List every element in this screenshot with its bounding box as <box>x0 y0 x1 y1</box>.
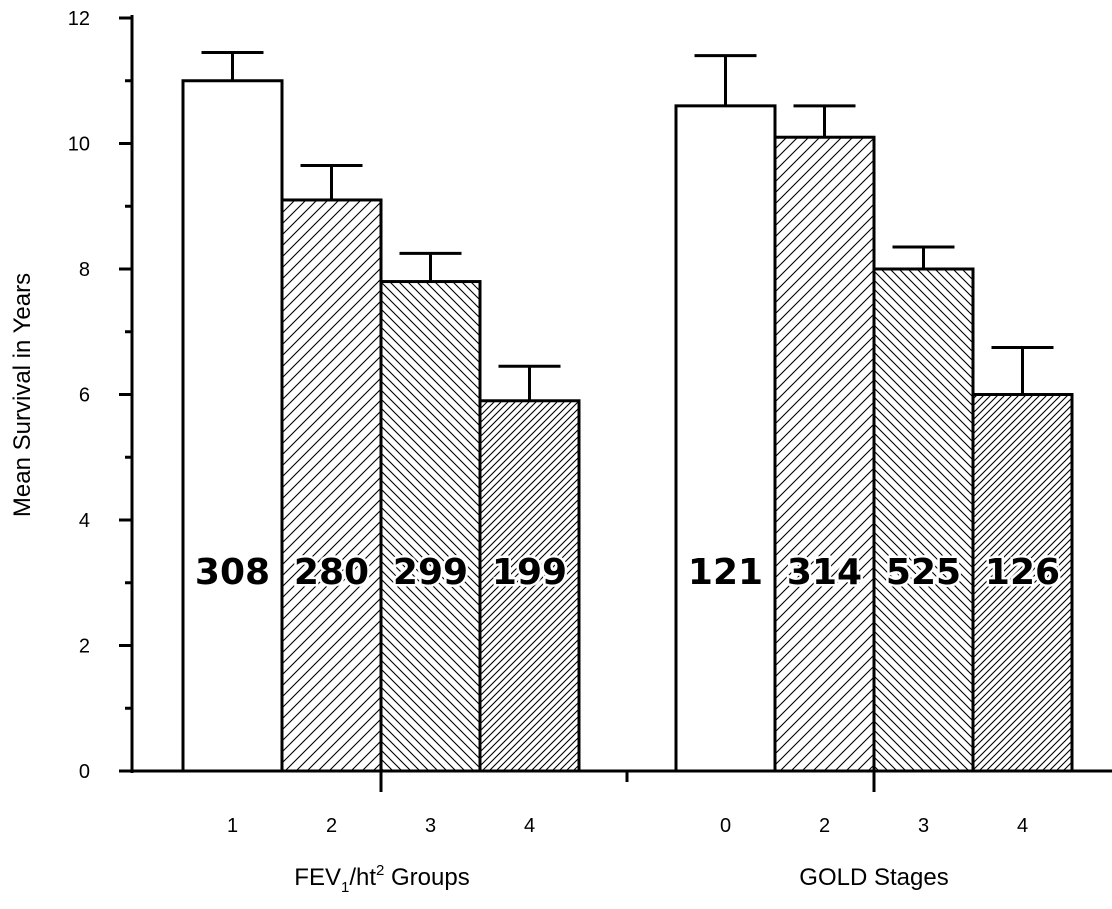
bar-group2-2 <box>773 135 876 773</box>
y-tick-label: 4 <box>79 510 90 532</box>
x-tick-label: 3 <box>918 815 929 837</box>
error-bars-layer <box>201 51 1054 401</box>
y-tick-label: 10 <box>68 134 90 156</box>
group-1-title: FEV1/ht2 Groups <box>294 862 469 896</box>
count-label: 525 <box>886 552 961 593</box>
count-labels-layer: 308 280 299 199 121 314 525 126 <box>192 550 1062 596</box>
x-tick-label: 2 <box>819 815 830 837</box>
count-label: 280 <box>294 552 369 593</box>
y-ticks: 0 2 4 6 8 10 12 <box>68 8 132 783</box>
group-2-title: GOLD Stages <box>799 864 948 891</box>
bar-group2-3 <box>872 267 975 773</box>
x-tick-label: 4 <box>1017 815 1028 837</box>
x-tick-label: 4 <box>524 815 535 837</box>
bar-group2-4 <box>971 393 1074 773</box>
count-label: 126 <box>985 552 1060 593</box>
bar-group1-1 <box>181 79 284 773</box>
x-tick-label: 3 <box>425 815 436 837</box>
y-tick-label: 12 <box>68 8 90 30</box>
count-label: 299 <box>393 552 468 593</box>
bar-group2-0 <box>674 104 777 773</box>
y-axis-title: Mean Survival in Years <box>9 273 36 517</box>
count-label: 308 <box>195 552 270 593</box>
x-tick-label: 1 <box>227 815 238 837</box>
bars-layer <box>181 79 1074 773</box>
count-label: 314 <box>787 552 862 593</box>
bar-group1-2 <box>280 198 383 773</box>
y-tick-label: 2 <box>79 636 90 658</box>
bar-group1-4 <box>478 399 581 773</box>
bar-group1-3 <box>379 280 482 773</box>
count-label: 199 <box>492 552 567 593</box>
count-label: 121 <box>688 552 763 593</box>
x-tick-label: 2 <box>326 815 337 837</box>
y-tick-label: 0 <box>79 761 90 783</box>
x-tick-label: 0 <box>720 815 731 837</box>
x-ticks: 1 2 3 4 0 2 3 4 <box>227 771 1028 837</box>
y-tick-label: 6 <box>79 385 90 407</box>
y-tick-label: 8 <box>79 259 90 281</box>
